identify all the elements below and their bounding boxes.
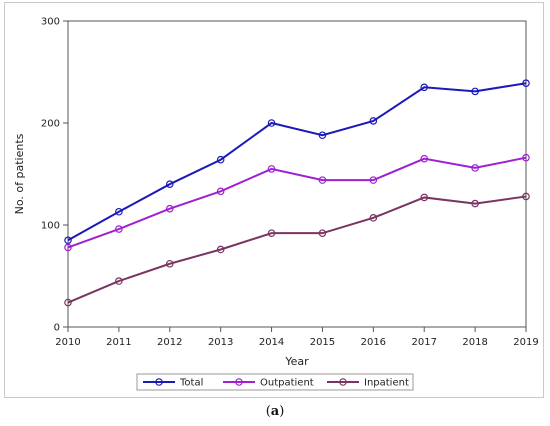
line-chart: 0 100 200 300 2010 2011 2012 2013 2014 2015 2016 20… — [13, 17, 539, 391]
legend-marker-total — [155, 378, 163, 386]
data-point-inpatient — [216, 245, 225, 254]
caption-open: ( — [265, 404, 271, 419]
y-tick-label: 300 — [41, 17, 60, 28]
x-tick-label: 2012 — [157, 337, 182, 348]
data-point-outpatient — [471, 164, 479, 172]
axes: 0 100 200 300 2010 2011 2012 2013 2014 2015 2016 20… — [41, 17, 539, 349]
data-point-inpatient — [471, 199, 479, 208]
x-tick-label: 2017 — [411, 337, 436, 348]
series-total — [64, 79, 530, 245]
data-point-inpatient — [165, 259, 174, 268]
data-point-inpatient — [369, 214, 378, 222]
data-point-outpatient — [267, 165, 276, 173]
x-tick-label: 2013 — [208, 337, 233, 348]
x-tick-label: 2014 — [259, 337, 284, 348]
legend-label-outpatient: Outpatient — [260, 378, 314, 389]
series-line-total — [67, 82, 527, 242]
data-point-total — [115, 207, 123, 216]
data-point-outpatient — [165, 204, 174, 213]
x-tick-label: 2016 — [361, 337, 386, 348]
caption-close: ) — [279, 404, 285, 419]
data-point-inpatient — [267, 229, 276, 237]
data-point-total — [267, 119, 276, 127]
y-tick-label: 200 — [41, 119, 60, 130]
data-point-outpatient — [369, 176, 378, 184]
legend: Total Outpatient Inpatient — [136, 373, 414, 391]
data-point-outpatient — [522, 153, 530, 162]
data-point-outpatient — [115, 225, 123, 233]
data-point-outpatient — [64, 243, 72, 252]
data-point-total — [471, 87, 479, 96]
series-layer — [64, 79, 530, 307]
data-point-total — [420, 83, 429, 92]
legend-label-inpatient: Inpatient — [364, 378, 409, 389]
x-tick-label: 2019 — [513, 337, 538, 348]
data-point-inpatient — [115, 277, 123, 285]
x-tick-label: 2010 — [55, 337, 80, 348]
data-point-total — [64, 236, 72, 245]
legend-marker-inpatient — [339, 378, 347, 386]
data-point-outpatient — [420, 154, 429, 163]
figure-caption: (a) — [0, 404, 550, 419]
legend-box — [136, 373, 414, 391]
data-point-inpatient — [64, 298, 72, 307]
data-point-total — [318, 131, 327, 140]
caption-letter: a — [270, 404, 280, 419]
legend-marker-outpatient — [235, 378, 243, 386]
data-point-outpatient — [216, 187, 225, 196]
x-tick-label: 2015 — [310, 337, 335, 348]
y-axis-title: No. of patients — [13, 133, 26, 214]
y-tick-label: 0 — [54, 323, 60, 334]
data-point-total — [522, 79, 530, 88]
x-axis-title: Year — [284, 355, 309, 368]
legend-label-total: Total — [179, 378, 203, 389]
series-inpatient — [64, 192, 530, 307]
data-point-outpatient — [318, 176, 327, 184]
x-tick-label: 2011 — [106, 337, 131, 348]
series-line-inpatient — [67, 195, 527, 304]
y-tick-label: 100 — [41, 221, 60, 232]
data-point-inpatient — [318, 229, 327, 237]
data-point-total — [216, 155, 225, 164]
data-point-inpatient — [522, 192, 530, 201]
data-point-total — [165, 180, 174, 189]
data-point-total — [369, 117, 378, 125]
series-line-outpatient — [67, 156, 527, 249]
chart-frame: 0 100 200 300 2010 2011 2012 2013 2014 2015 2016 20… — [4, 2, 544, 398]
plot-area-border — [67, 20, 527, 328]
series-outpatient — [64, 153, 530, 252]
x-tick-label: 2018 — [462, 337, 487, 348]
data-point-inpatient — [420, 193, 429, 202]
